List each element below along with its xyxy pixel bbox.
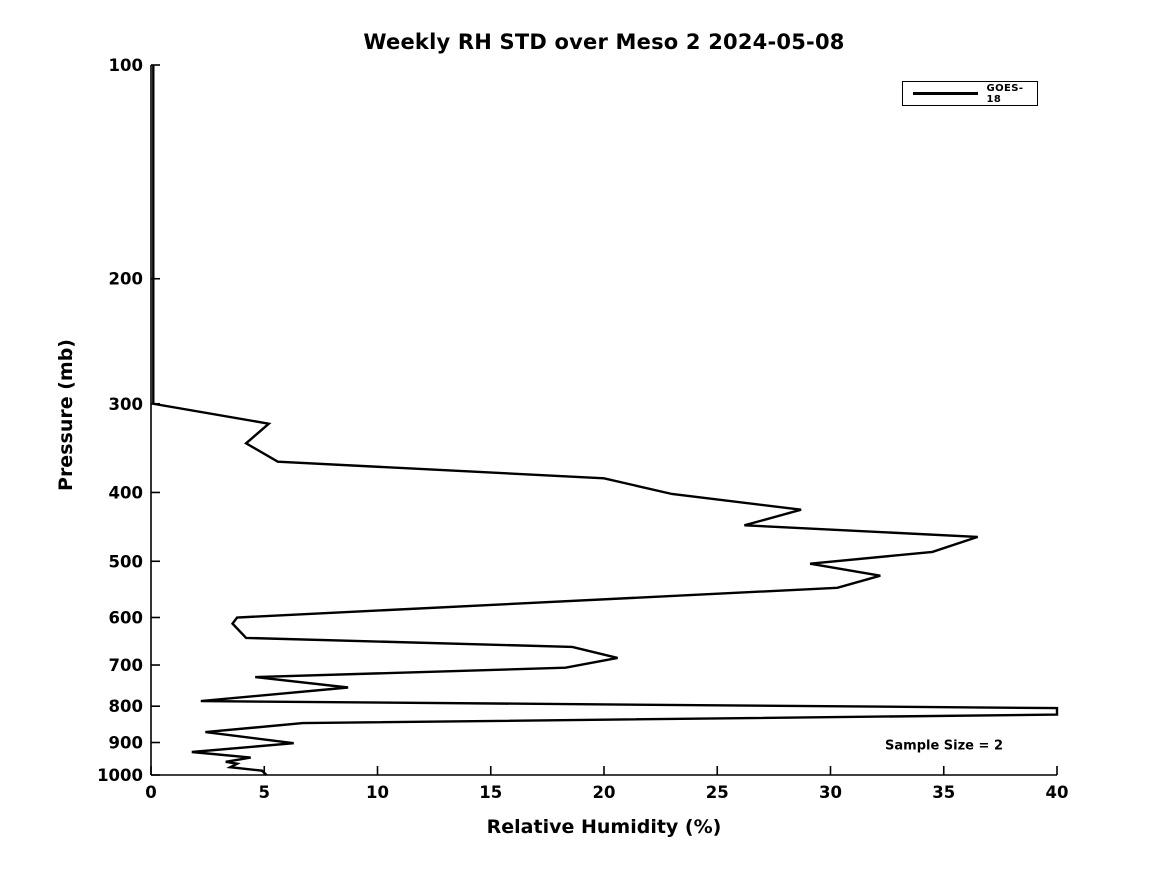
y-tick-label: 100 xyxy=(109,56,143,75)
x-tick-label: 40 xyxy=(1046,783,1069,802)
y-tick-label: 700 xyxy=(109,656,143,675)
x-tick-label: 10 xyxy=(366,783,389,802)
legend-line-sample xyxy=(913,92,978,95)
chart-title: Weekly RH STD over Meso 2 2024-05-08 xyxy=(363,30,845,54)
y-tick-label: 400 xyxy=(109,483,143,502)
x-tick-label: 30 xyxy=(819,783,842,802)
y-tick-label: 200 xyxy=(109,270,143,289)
legend: GOES-18 xyxy=(902,81,1038,106)
x-tick-label: 5 xyxy=(259,783,270,802)
y-tick-label: 1000 xyxy=(97,766,143,785)
y-tick-label: 900 xyxy=(109,734,143,753)
y-tick-label: 600 xyxy=(109,608,143,627)
legend-label: GOES-18 xyxy=(986,82,1024,105)
rh-std-series-line xyxy=(152,65,1059,776)
y-axis-label: Pressure (mb) xyxy=(55,339,77,491)
x-tick-label: 15 xyxy=(479,783,502,802)
x-tick-label: 0 xyxy=(145,783,156,802)
x-tick-label: 20 xyxy=(593,783,616,802)
y-tick-label: 800 xyxy=(109,697,143,716)
y-tick-label: 300 xyxy=(109,395,143,414)
x-axis-label: Relative Humidity (%) xyxy=(486,816,722,838)
x-tick-label: 35 xyxy=(932,783,955,802)
x-tick-label: 25 xyxy=(706,783,729,802)
sample-size-annotation: Sample Size = 2 xyxy=(885,738,1003,754)
y-tick-label: 500 xyxy=(109,552,143,571)
